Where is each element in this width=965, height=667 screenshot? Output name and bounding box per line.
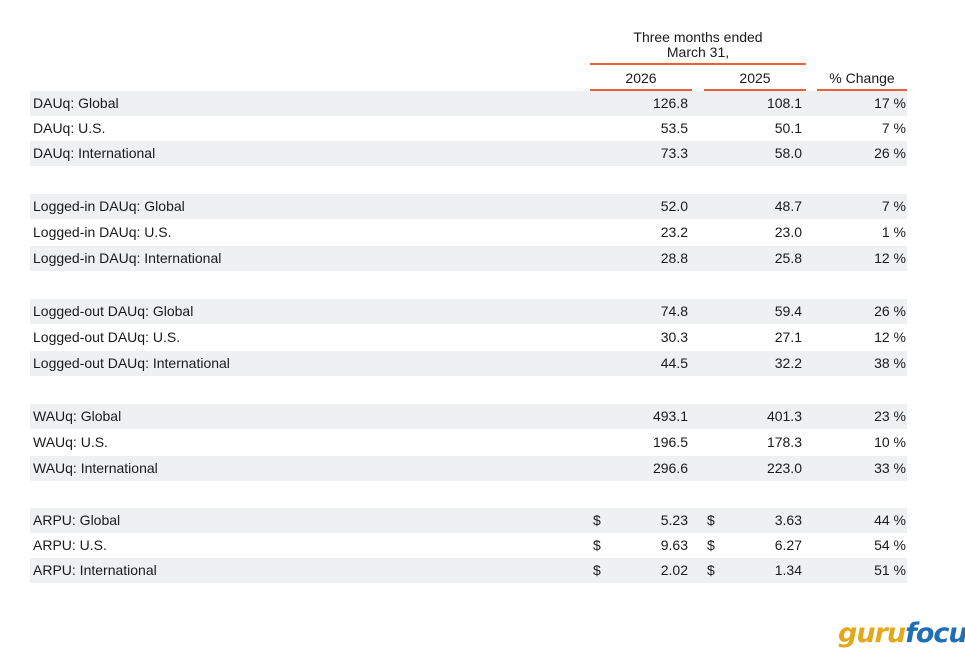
value-2026: 196.5 [652,434,688,450]
group-title-line1: Three months ended [633,29,763,45]
row-label: Logged-in DAUq: U.S. [33,224,172,240]
table-row: WAUq: Global 493.1 401.3 23 % [30,404,907,429]
row-label: ARPU: Global [33,512,121,528]
col-header-2025: 2025 [739,70,771,86]
row-label: Logged-out DAUq: U.S. [33,329,181,345]
dollar-sign-2025: $ [707,537,715,553]
row-label: DAUq: Global [33,95,119,111]
column-group-title: Three months ended March 31, [590,30,806,60]
value-2026: 23.2 [660,224,688,240]
dollar-sign-2025: $ [707,512,715,528]
row-label: ARPU: U.S. [33,537,107,553]
table-row: Logged-out DAUq: Global 74.8 59.4 26 % [30,299,907,324]
value-2025: 1.34 [774,562,802,578]
col-underline-2025 [704,89,806,91]
dollar-sign-2026: $ [593,512,601,528]
value-2025: 50.1 [774,120,802,136]
dollar-sign-2026: $ [593,537,601,553]
table-row: WAUq: U.S. 196.5 178.3 10 % [30,430,907,455]
value-2026: 2.02 [660,562,688,578]
row-label: Logged-out DAUq: Global [33,303,194,319]
value-2025: 48.7 [774,198,802,214]
value-2025: 59.4 [774,303,802,319]
value-2025: 178.3 [766,434,802,450]
row-label: WAUq: Global [33,408,122,424]
value-2025: 401.3 [766,408,802,424]
percent-change: 12 % [874,329,906,345]
value-2026: 74.8 [660,303,688,319]
col-header-change: % Change [829,70,895,86]
value-2026: 73.3 [660,145,688,161]
value-2026: 296.6 [652,460,688,476]
table-row: ARPU: U.S. $9.63 $6.27 54 % [30,533,907,558]
col-underline-change [817,89,907,91]
table-row: DAUq: U.S. 53.5 50.1 7 % [30,116,907,141]
percent-change: 26 % [874,303,906,319]
table-row: DAUq: International 73.3 58.0 26 % [30,141,907,166]
percent-change: 33 % [874,460,906,476]
group-title-line2: March 31, [666,44,730,60]
value-2025: 27.1 [774,329,802,345]
row-label: Logged-out DAUq: International [33,355,230,371]
value-2025: 6.27 [774,537,802,553]
table-row: Logged-in DAUq: U.S. 23.2 23.0 1 % [30,220,907,245]
value-2025: 32.2 [774,355,802,371]
value-2026: 53.5 [660,120,688,136]
value-2026: 126.8 [652,95,688,111]
table-row: Logged-in DAUq: Global 52.0 48.7 7 % [30,194,907,219]
dollar-sign-2025: $ [707,562,715,578]
value-2025: 25.8 [774,250,802,266]
table-row: Logged-in DAUq: International 28.8 25.8 12 … [30,246,907,271]
row-label: WAUq: U.S. [33,434,108,450]
percent-change: 12 % [874,250,906,266]
table-row: Logged-out DAUq: International 44.5 32.2 38… [30,351,907,376]
row-label: ARPU: International [33,562,157,578]
gurufocus-logo: gurufocus [838,618,965,649]
row-label: DAUq: International [33,145,156,161]
value-2026: 493.1 [652,408,688,424]
table-row: ARPU: International $2.02 $1.34 51 % [30,558,907,583]
group-header-underline [590,63,806,65]
value-2025: 108.1 [766,95,802,111]
dollar-sign-2026: $ [593,562,601,578]
percent-change: 23 % [874,408,906,424]
percent-change: 44 % [874,512,906,528]
row-label: Logged-in DAUq: International [33,250,222,266]
value-2025: 23.0 [774,224,802,240]
table-row: DAUq: Global 126.8 108.1 17 % [30,91,907,116]
row-label: WAUq: International [33,460,158,476]
percent-change: 17 % [874,95,906,111]
percent-change: 7 % [881,120,906,136]
value-2025: 3.63 [774,512,802,528]
percent-change: 54 % [874,537,906,553]
percent-change: 51 % [874,562,906,578]
percent-change: 7 % [881,198,906,214]
percent-change: 10 % [874,434,906,450]
col-header-2026: 2026 [625,70,657,86]
table-row: ARPU: Global $5.23 $3.63 44 % [30,508,907,533]
percent-change: 38 % [874,355,906,371]
percent-change: 1 % [881,224,906,240]
row-label: Logged-in DAUq: Global [33,198,185,214]
row-label: DAUq: U.S. [33,120,106,136]
table-row: WAUq: International 296.6 223.0 33 % [30,456,907,481]
table-row: Logged-out DAUq: U.S. 30.3 27.1 12 % [30,325,907,350]
col-underline-2026 [590,89,692,91]
value-2026: 5.23 [660,512,688,528]
value-2026: 28.8 [660,250,688,266]
value-2026: 52.0 [660,198,688,214]
percent-change: 26 % [874,145,906,161]
value-2026: 44.5 [660,355,688,371]
value-2026: 30.3 [660,329,688,345]
value-2025: 58.0 [774,145,802,161]
value-2026: 9.63 [660,537,688,553]
value-2025: 223.0 [766,460,802,476]
